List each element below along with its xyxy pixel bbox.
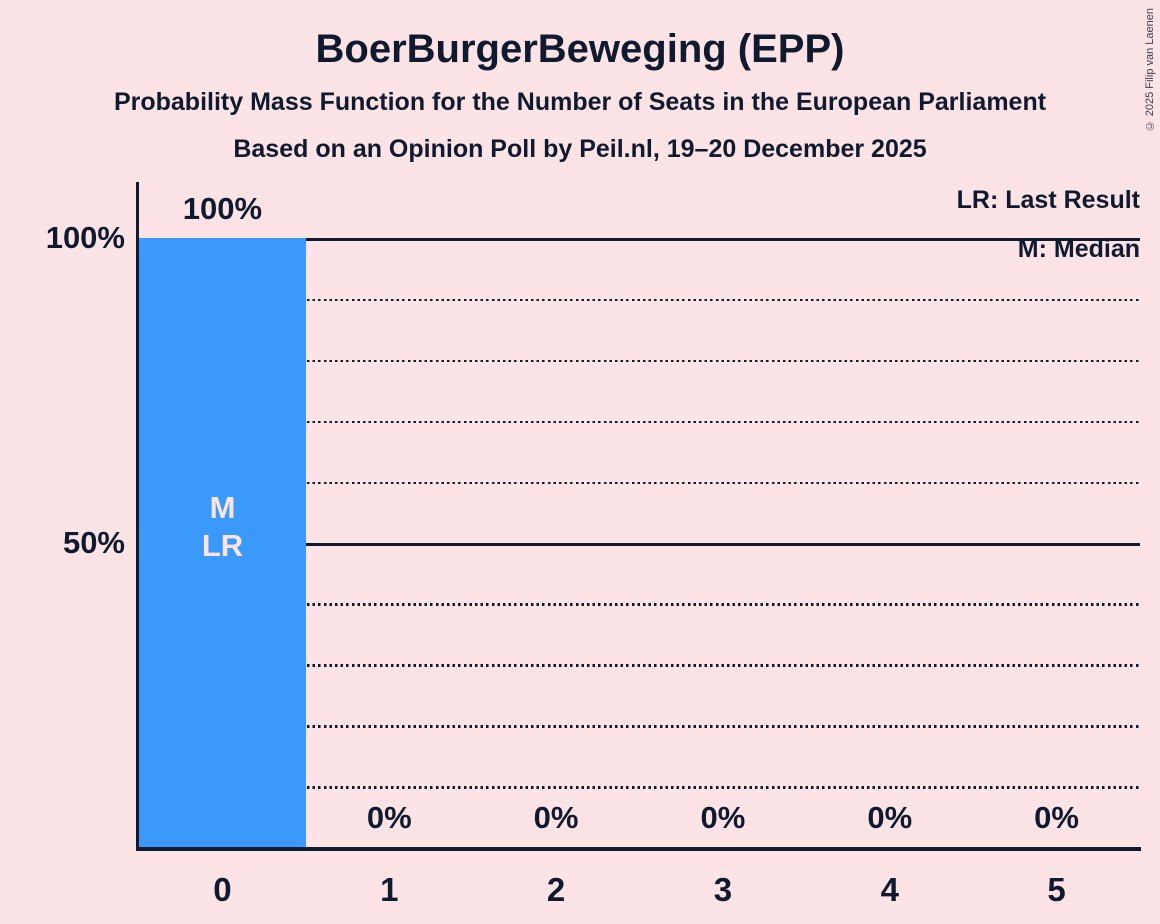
bar-value-label-2: 0% <box>533 800 579 835</box>
bar-column-0: 100% 0 <box>139 182 306 908</box>
bar-column-3: 0% 3 <box>640 182 807 908</box>
gridline-70 <box>139 420 1140 424</box>
chart-title: BoerBurgerBeweging (EPP) <box>315 27 845 71</box>
bar-value-label-4: 0% <box>867 800 913 835</box>
bar-value-label-1: 0% <box>366 800 412 835</box>
gridline-100 <box>139 238 1140 241</box>
median-marker: M <box>209 490 236 525</box>
bar-column-1: 0% 1 <box>306 182 473 908</box>
x-tick-label-3: 3 <box>713 871 733 908</box>
y-axis-line <box>136 182 139 850</box>
x-tick-label-0: 0 <box>213 871 232 908</box>
x-axis-line <box>136 847 1141 851</box>
bar-column-2: 0% 2 <box>473 182 640 908</box>
x-tick-label-2: 2 <box>546 871 566 908</box>
x-tick-label-5: 5 <box>1047 871 1066 908</box>
x-tick-label-4: 4 <box>880 871 899 908</box>
y-tick-label-50: 50% <box>62 524 125 560</box>
chart-subtitle-line1: Probability Mass Function for the Number… <box>113 88 1047 116</box>
y-tick-label-100: 100% <box>45 220 125 255</box>
gridline-90 <box>139 298 1140 302</box>
bar-value-label-3: 0% <box>700 800 746 835</box>
chart-subtitle-line2: Based on an Opinion Poll by Peil.nl, 19–… <box>233 135 927 163</box>
gridline-60 <box>139 481 1140 485</box>
gridline-30 <box>139 664 1140 667</box>
gridline-40 <box>139 603 1140 606</box>
gridline-50 <box>139 542 1140 546</box>
bar-column-5: 0% 5 <box>973 182 1140 908</box>
x-tick-label-1: 1 <box>380 871 399 908</box>
legend-last-result-label: LR: Last Result <box>956 186 1140 214</box>
bar-seat-0 <box>139 238 306 847</box>
copyright-notice: © 2025 Filip van Laenen <box>1144 8 1156 132</box>
bar-column-4: 0% 4 <box>806 182 973 908</box>
gridline-10 <box>139 786 1140 789</box>
bar-value-label-5: 0% <box>1034 800 1079 835</box>
bar-value-label-0: 100% <box>182 191 263 226</box>
gridline-80 <box>139 359 1140 363</box>
legend-median-label: M: Median <box>1017 235 1140 263</box>
median-last-result-annotation: M LR <box>139 489 306 565</box>
plot-area: 100% 0 0% 1 0% 2 0% 3 0% 4 0% 5 <box>139 182 1140 908</box>
last-result-marker: LR <box>201 528 244 563</box>
gridline-20 <box>139 725 1140 728</box>
